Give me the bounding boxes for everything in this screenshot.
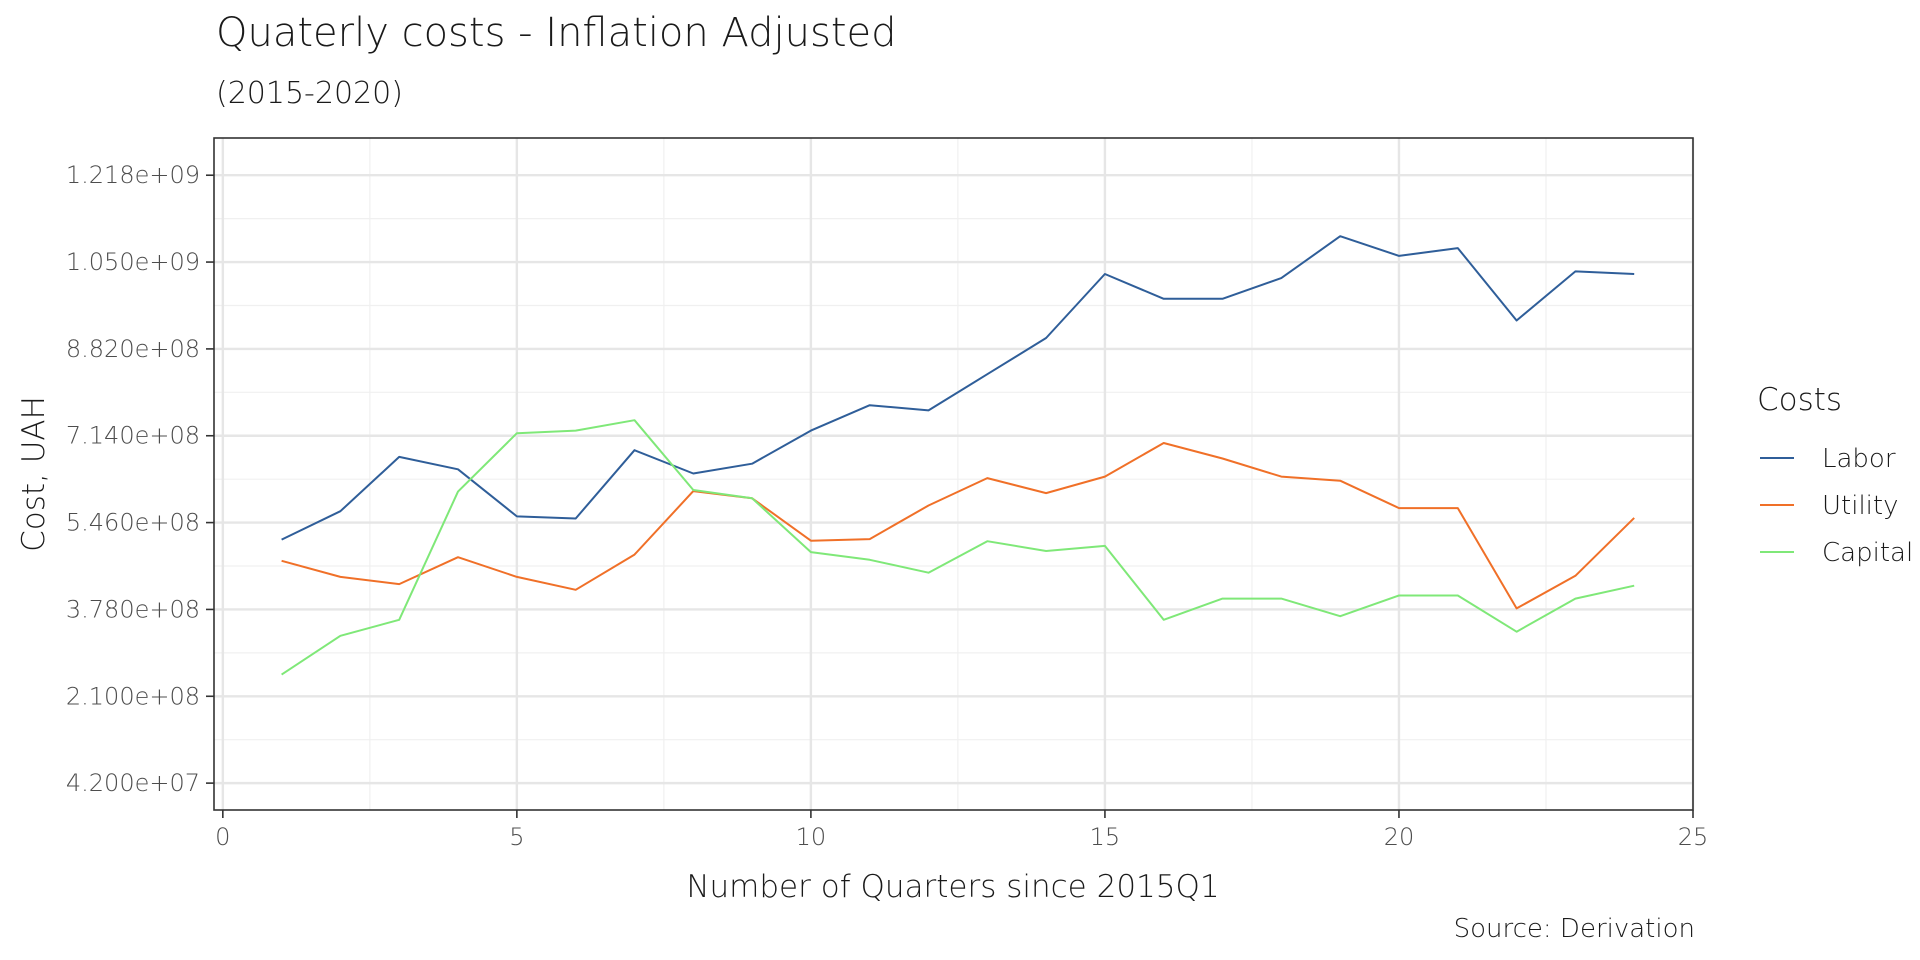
grid-major bbox=[214, 138, 1695, 810]
x-tick-label: 15 bbox=[1090, 823, 1121, 851]
x-tick-label: 25 bbox=[1678, 823, 1709, 851]
chart-caption: Source: Derivation bbox=[1453, 914, 1695, 944]
series-line-labor bbox=[281, 235, 1635, 541]
y-tick-label: 5.460e+08 bbox=[66, 509, 200, 537]
y-tick-label: 8.820e+08 bbox=[66, 335, 200, 363]
y-tick-label: 4.200e+07 bbox=[66, 769, 200, 797]
legend-label-utility: Utility bbox=[1822, 491, 1898, 521]
series-line-utility bbox=[281, 442, 1635, 610]
chart-title: Quaterly costs - Inflation Adjusted bbox=[216, 10, 897, 56]
grid-minor bbox=[214, 138, 1693, 810]
series-line-capital bbox=[281, 419, 1635, 676]
x-axis: 0 5 10 15 20 25 bbox=[215, 810, 1708, 851]
x-tick-label: 20 bbox=[1384, 823, 1415, 851]
y-tick-label: 7.140e+08 bbox=[66, 422, 200, 450]
x-tick-label: 0 bbox=[215, 823, 230, 851]
y-tick-label: 1.218e+09 bbox=[66, 161, 200, 189]
legend-title: Costs bbox=[1757, 382, 1842, 418]
x-axis-title: Number of Quarters since 2015Q1 bbox=[686, 869, 1219, 905]
chart-subtitle: (2015-2020) bbox=[216, 76, 403, 111]
x-tick-label: 5 bbox=[509, 823, 524, 851]
legend: Costs Labor Utility Capital bbox=[1757, 382, 1913, 568]
y-tick-label: 2.100e+08 bbox=[66, 682, 200, 710]
y-tick-label: 3.780e+08 bbox=[66, 595, 200, 623]
y-tick-label: 1.050e+09 bbox=[66, 248, 200, 276]
legend-label-labor: Labor bbox=[1822, 444, 1896, 474]
y-axis-title: Cost, UAH bbox=[16, 396, 52, 552]
x-tick-label: 10 bbox=[796, 823, 827, 851]
plot-panel-border bbox=[213, 137, 1694, 811]
legend-label-capital: Capital bbox=[1822, 538, 1913, 568]
series-lines bbox=[281, 235, 1635, 676]
y-axis: 4.200e+07 2.100e+08 3.780e+08 5.460e+08 7.14… bbox=[66, 161, 214, 797]
